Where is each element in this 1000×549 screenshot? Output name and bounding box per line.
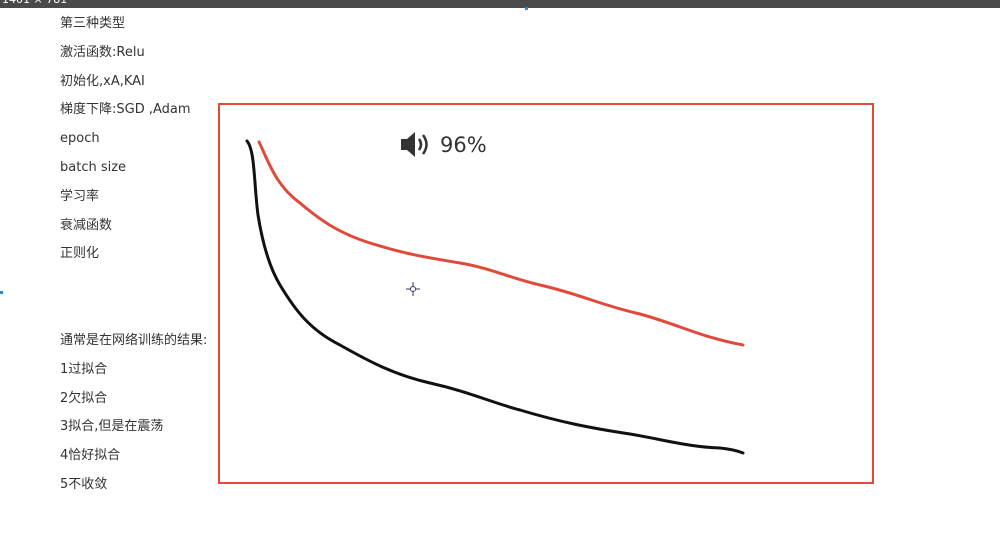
note-line: 3拟合,但是在震荡 [60,419,164,435]
note-line: 梯度下降:SGD ,Adam [60,102,191,118]
note-line: 激活函数:Relu [60,44,145,60]
red-curve [257,140,745,347]
note-line: 衰减函数 [60,217,113,233]
note-line: 初始化,xA,KAI [60,73,145,89]
black-curve [245,139,745,455]
handle [0,291,3,294]
frame [218,103,874,484]
size-label: 1401 × 781 [2,0,67,6]
window-titlebar: 1401 × 781 [0,0,1000,8]
cursor [406,282,420,296]
note-line: 学习率 [60,188,100,204]
note-line: 4恰好拟合 [60,448,121,464]
note-line: 正则化 [60,246,100,262]
note-line: 2欠拟合 [60,390,108,406]
note-line: batch size [60,160,127,175]
note-line: 第三种类型 [60,16,126,31]
handle [525,7,528,10]
note-line: epoch [60,131,100,147]
volume-icon [401,132,428,157]
volume-level: 96% [440,133,487,157]
note-line: 1过拟合 [60,361,108,377]
note-line: 5不收敛 [60,477,108,492]
note-line: 通常是在网络训练的结果: [60,333,208,348]
